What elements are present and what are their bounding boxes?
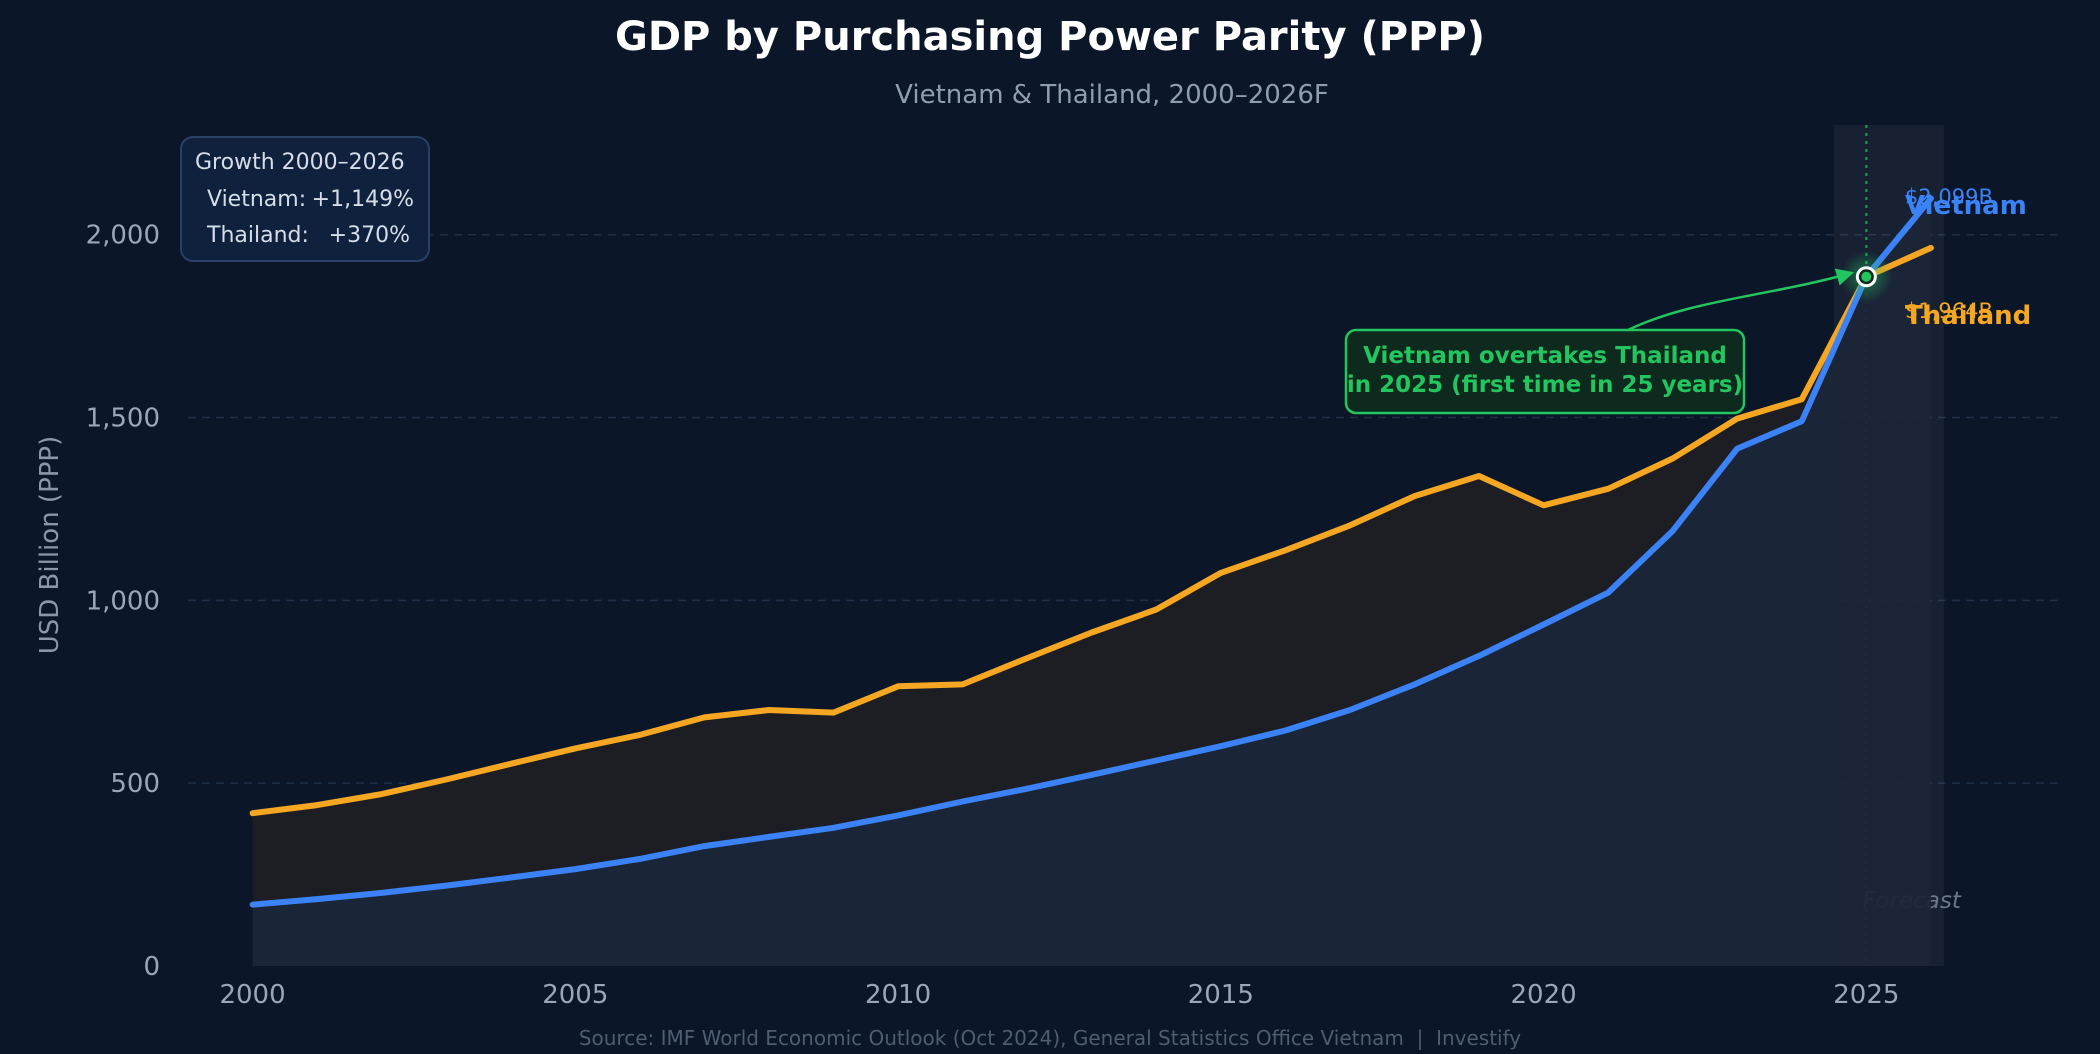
growth-box-vietnam-value: +1,149% <box>312 187 414 212</box>
y-tick-label: 1,500 <box>86 404 160 434</box>
crossover-annotation-text: in 2025 (first time in 25 years) <box>1347 372 1743 398</box>
y-tick-label: 2,000 <box>86 221 160 251</box>
x-tick-label: 2015 <box>1188 980 1254 1010</box>
growth-box-thailand-label: Thailand: <box>206 223 309 248</box>
area-layer <box>252 198 1931 966</box>
series-line-thailand <box>249 244 1934 817</box>
y-tick-label: 1,000 <box>86 586 160 616</box>
y-tick-label: 0 <box>143 952 160 982</box>
x-tick-label: 2025 <box>1833 980 1899 1010</box>
vietnam-area-fill <box>252 198 1931 966</box>
crossover-arrow <box>1627 268 1855 332</box>
annotation-layer: Vietnam$2,099B Thailand$1,964B Vietnam ove… <box>1344 185 2031 415</box>
series-end-value-vietnam: $2,099B <box>1905 185 1993 209</box>
x-tick-label: 2010 <box>865 980 931 1010</box>
line-layer <box>249 195 1934 908</box>
x-tick-label: 2020 <box>1511 980 1577 1010</box>
growth-box-background <box>180 136 430 262</box>
series-line-vietnam <box>249 195 1934 908</box>
source-note: Source: IMF World Economic Outlook (Oct … <box>579 1026 1521 1050</box>
crossover-annotation-box <box>1344 328 1746 415</box>
crossover-marker-core <box>1861 271 1872 282</box>
chart-subtitle: Vietnam & Thailand, 2000–2026F <box>895 80 1329 110</box>
growth-box-thailand-value: +370% <box>329 223 410 248</box>
growth-box-vietnam-label: Vietnam: <box>207 187 306 212</box>
y-tick-label: 500 <box>110 769 160 799</box>
axis-layer: 0 500 1,000 1,500 2,000 2000 2005 2010 2015 2020 2… <box>86 221 1900 1010</box>
growth-box-title: Growth 2000–2026 <box>195 150 405 175</box>
y-axis-label: USD Billion (PPP) <box>35 436 65 655</box>
chart-title: GDP by Purchasing Power Parity (PPP) <box>615 14 1485 60</box>
x-tick-label: 2005 <box>542 980 608 1010</box>
series-end-value-thailand: $1,964B <box>1905 299 1993 323</box>
growth-box: Growth 2000–2026 Vietnam: +1,149% Thaila… <box>180 136 430 262</box>
crossover-annotation-text: Vietnam overtakes Thailand <box>1363 343 1727 369</box>
series-label-vietnam: Vietnam <box>1905 191 2027 221</box>
series-label-thailand: Thailand <box>1905 301 2031 331</box>
x-tick-label: 2000 <box>219 980 285 1010</box>
